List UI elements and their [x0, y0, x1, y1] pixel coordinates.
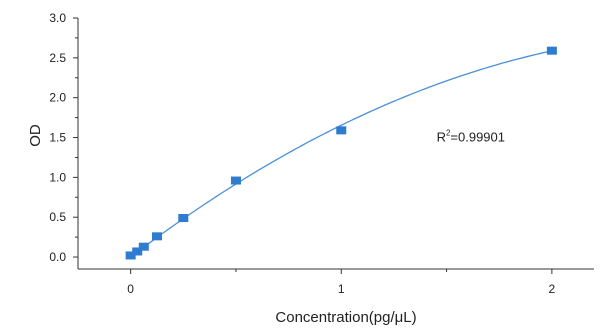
- data-point: [125, 251, 136, 260]
- x-axis-title: Concentration(pg/μL): [275, 309, 416, 326]
- data-point: [546, 46, 557, 55]
- axes: [77, 18, 594, 270]
- y-tick-label: 1.5: [49, 131, 66, 145]
- y-tick-label: 0.5: [49, 210, 66, 224]
- data-point: [138, 242, 149, 251]
- y-tick-label: 2.5: [49, 51, 66, 65]
- data-point: [336, 126, 347, 135]
- y-axis-title: OD: [27, 124, 44, 147]
- annotations: R2=0.99901: [437, 129, 505, 145]
- y-tick-label: 2.0: [49, 91, 66, 105]
- axis-titles: Concentration(pg/μL) OD: [27, 124, 417, 326]
- fit-curve: [130, 50, 553, 258]
- y-tick-label: 3.0: [49, 11, 66, 25]
- r-squared-superscript: 2: [446, 129, 451, 138]
- r-squared-base: R: [437, 130, 446, 145]
- data-point: [230, 176, 241, 185]
- y-tick-label: 1.0: [49, 170, 66, 184]
- data-point: [178, 214, 189, 223]
- data-points: [125, 46, 557, 260]
- fit-curve-layer: [130, 50, 553, 258]
- x-tick-label: 0: [127, 282, 134, 296]
- y-tick-label: 0.0: [49, 250, 66, 264]
- data-point: [132, 247, 143, 256]
- r-squared-annotation: R2=0.99901: [437, 129, 505, 145]
- r-squared-value: =0.99901: [450, 130, 505, 145]
- data-point: [151, 232, 162, 241]
- x-tick-label: 1: [338, 282, 345, 296]
- ticks: 0.0 0.5 1.0 1.5 2.0 2.5 3.0 0 1 2: [49, 11, 555, 296]
- x-tick-label: 2: [549, 282, 556, 296]
